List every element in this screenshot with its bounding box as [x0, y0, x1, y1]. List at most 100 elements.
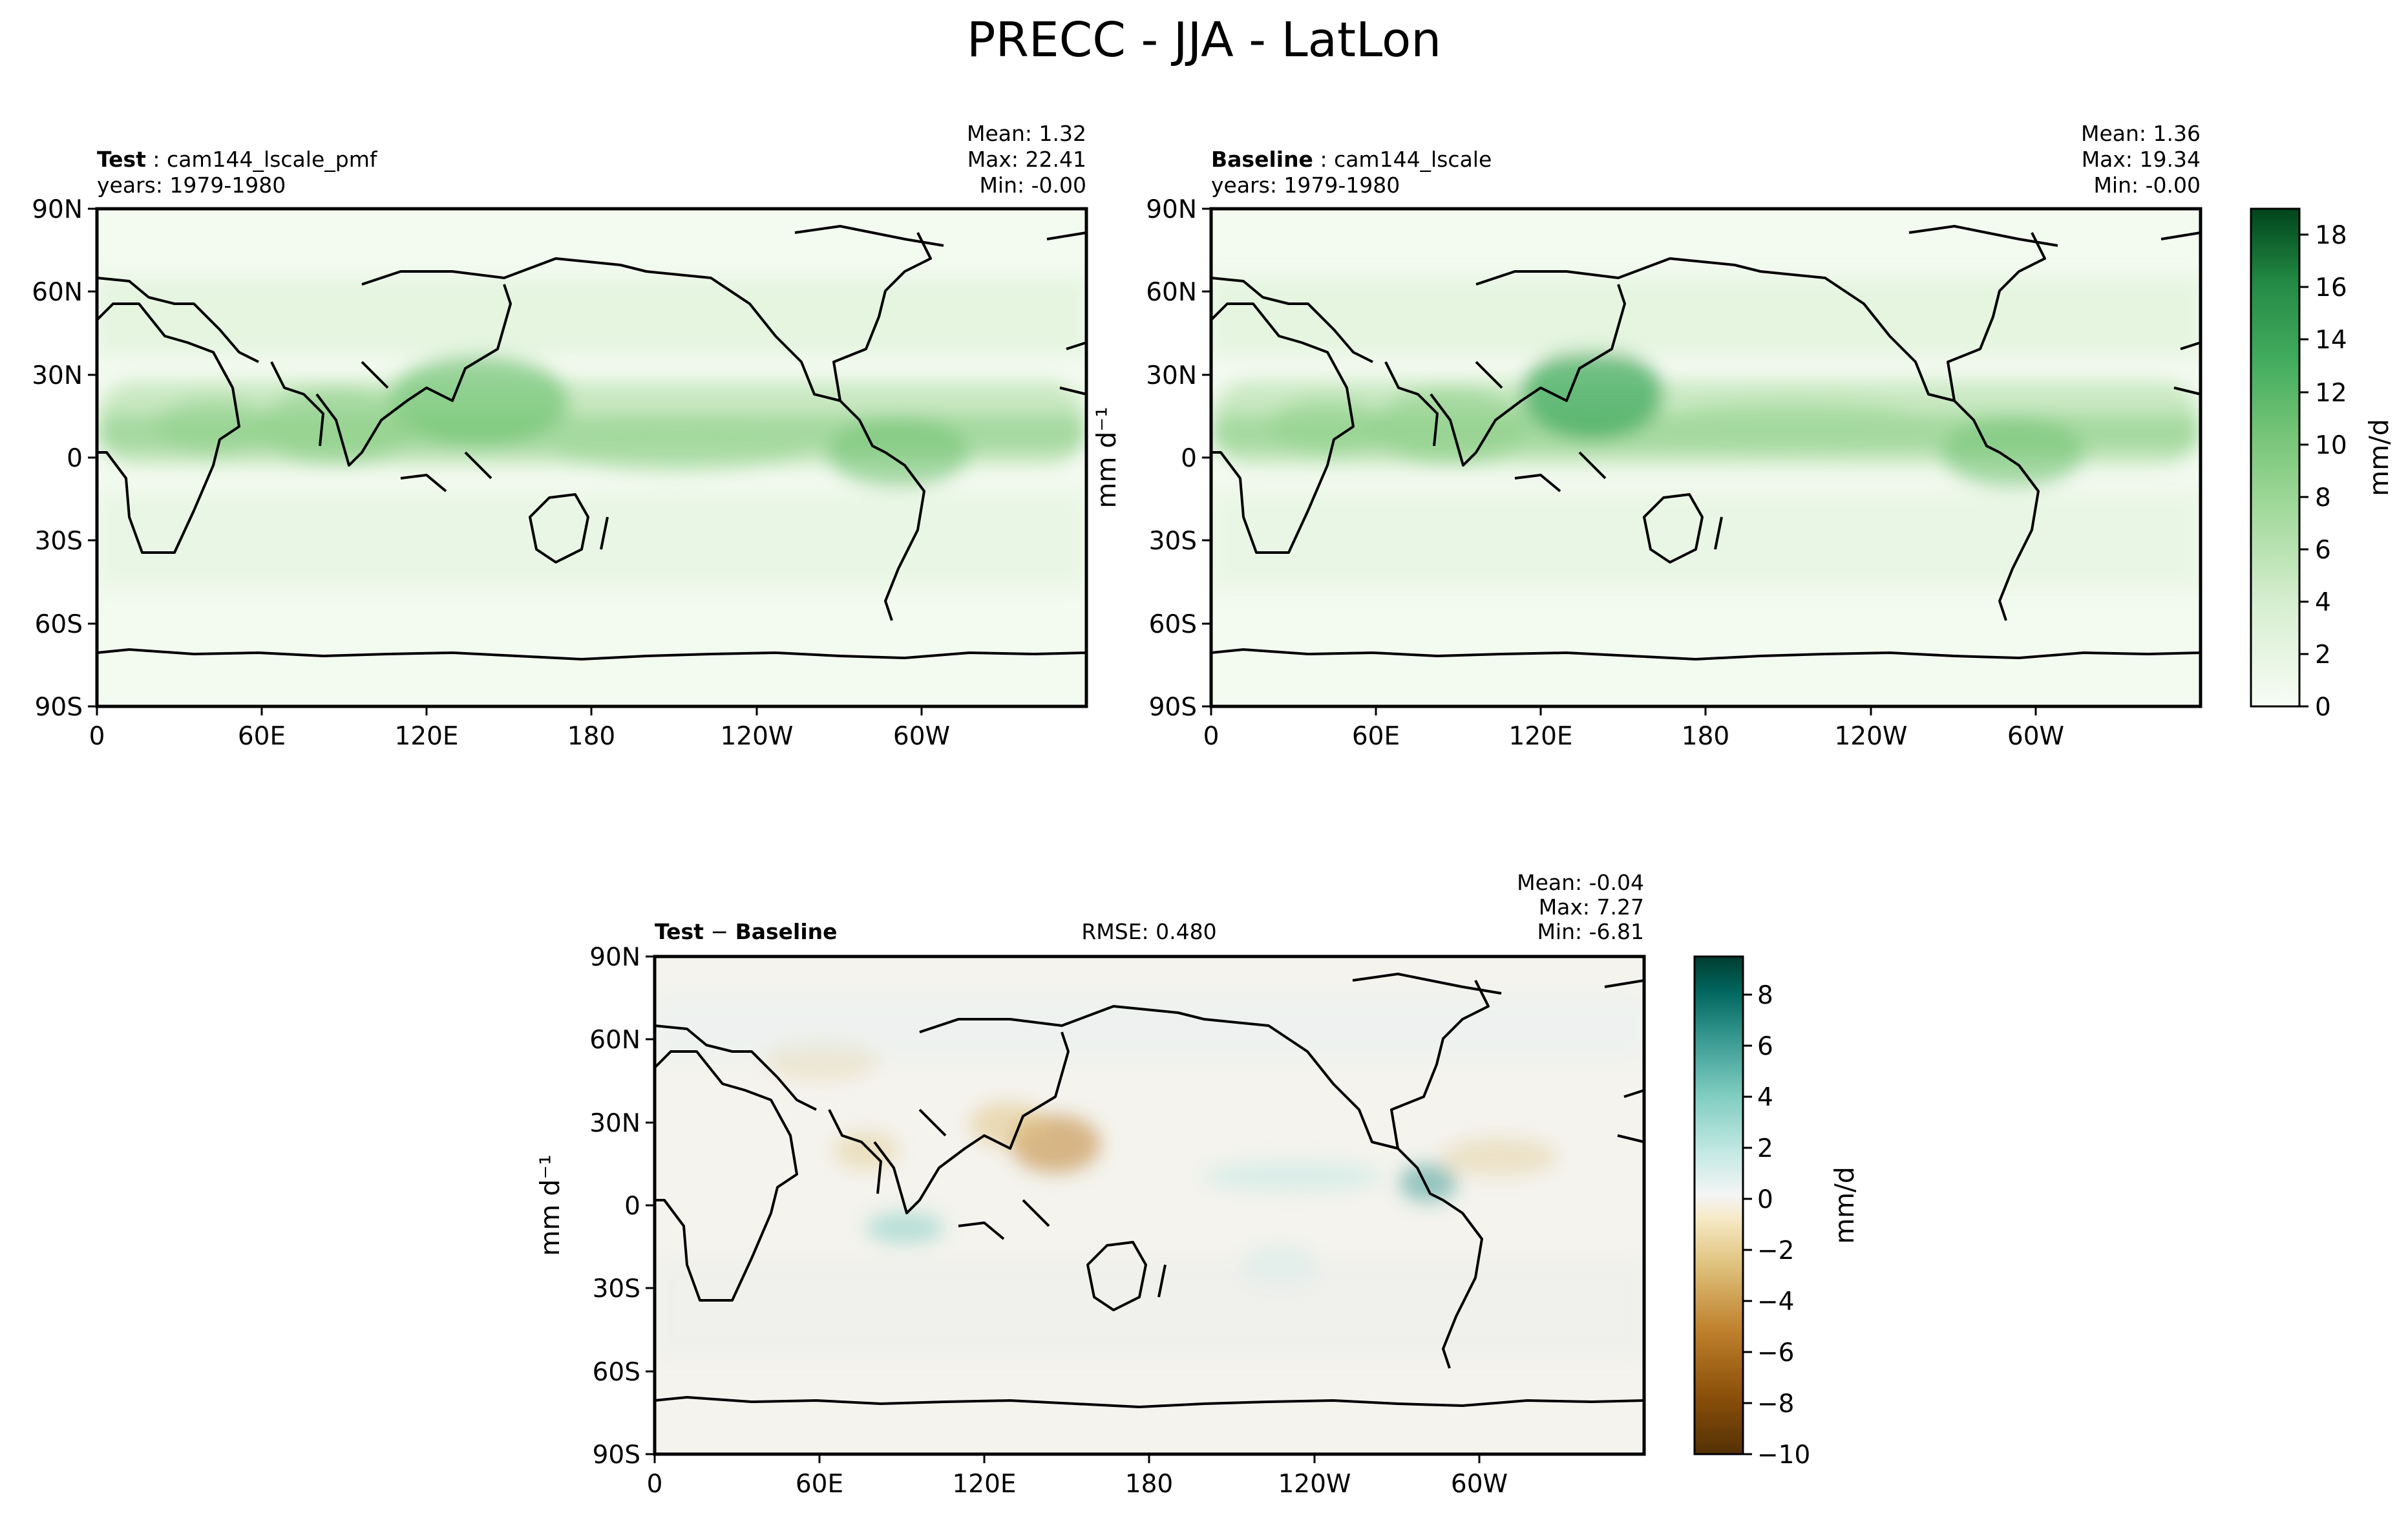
test-max: Max: 22.41 — [967, 147, 1086, 172]
diff-xtick-label: 120E — [952, 1470, 1016, 1499]
test-xtick-label: 60W — [893, 722, 950, 751]
test-xtick-label: 180 — [567, 722, 615, 751]
diff-mean: Mean: -0.04 — [1517, 870, 1644, 895]
baseline-yticks: 90N 60N 30N 0 30S 60S 90S — [1146, 195, 1211, 722]
baseline-xtick-label: 120E — [1508, 722, 1572, 751]
diff-ytick-label: 30S — [593, 1274, 640, 1304]
diff-colorbar-tick-label: −4 — [1757, 1287, 1795, 1316]
baseline-xtick-label: 60E — [1352, 722, 1400, 751]
baseline-title: Baseline : cam144_lscale — [1211, 147, 1492, 172]
diff-rmse: RMSE: 0.480 — [1081, 919, 1216, 944]
diff-colorbar-tick-label: −10 — [1757, 1441, 1810, 1470]
test-xticks: 0 60E 120E 180 120W 60W — [89, 706, 950, 751]
test-years: years: 1979-1980 — [97, 173, 286, 198]
test-ytick-label: 90S — [35, 693, 83, 722]
diff-colorbar-tick-label: −6 — [1757, 1338, 1795, 1368]
diff-colorbar-tick-label: 0 — [1757, 1185, 1773, 1214]
baseline-ytick-label: 0 — [1181, 444, 1197, 473]
baseline-ytick-label: 60N — [1146, 278, 1197, 307]
green-colorbar-tick-label: 10 — [2315, 431, 2347, 460]
diff-ytick-label: 90S — [593, 1441, 640, 1470]
diff-map-field — [655, 957, 1644, 1454]
baseline-coastlines — [1210, 225, 2201, 661]
diff-min: Min: -6.81 — [1537, 919, 1644, 944]
baseline-min: Min: -0.00 — [2093, 173, 2201, 198]
green-colorbar-tick-label: 2 — [2315, 640, 2331, 670]
test-title-bold: Test — [97, 147, 146, 172]
green-colorbar-tick-label: 16 — [2315, 273, 2347, 302]
diff-ytick-label: 60S — [593, 1358, 640, 1387]
diff-colorbar-label: mm/d — [1829, 1167, 1860, 1244]
diff-ytick-label: 30N — [589, 1109, 640, 1138]
green-colorbar-tick-label: 8 — [2315, 483, 2331, 513]
panel-difference: Test − Baseline RMSE: 0.480 Mean: -0.04 … — [534, 870, 1860, 1499]
panel-baseline: Baseline : cam144_lscale years: 1979-198… — [1091, 121, 2394, 751]
green-colorbar — [2250, 207, 2301, 708]
test-title-name: cam144_lscale_pmf — [167, 147, 378, 172]
green-colorbar-label: mm/d — [2363, 419, 2394, 496]
diff-xtick-label: 0 — [647, 1470, 663, 1499]
baseline-xtick-label: 0 — [1203, 722, 1220, 751]
green-colorbar-tick-label: 14 — [2315, 326, 2347, 355]
diff-colorbar-tick-label: −8 — [1757, 1390, 1795, 1419]
baseline-ytick-label: 90S — [1149, 693, 1197, 722]
panel-test: Test : cam144_lscale_pmf years: 1979-198… — [32, 121, 1088, 751]
baseline-ytick-label: 30N — [1146, 361, 1197, 390]
diff-title-sep: − — [704, 919, 735, 944]
test-ytick-label: 60S — [35, 610, 83, 639]
test-coastlines — [96, 225, 1087, 661]
baseline-mean: Mean: 1.36 — [2081, 121, 2201, 146]
baseline-title-bold: Baseline — [1211, 147, 1313, 172]
diff-ylabel: mm d⁻¹ — [534, 1154, 565, 1256]
green-colorbar-tick-label: 0 — [2315, 693, 2331, 722]
diff-xticks: 0 60E 120E 180 120W 60W — [647, 1454, 1508, 1499]
diff-colorbar-tick-label: 2 — [1757, 1134, 1773, 1163]
diff-ytick-label: 60N — [589, 1026, 640, 1055]
diff-title-baseline: Baseline — [735, 919, 838, 944]
green-colorbar-tick-label: 6 — [2315, 536, 2331, 565]
baseline-max: Max: 19.34 — [2082, 147, 2201, 172]
test-xtick-label: 60E — [238, 722, 286, 751]
diff-ytick-label: 0 — [624, 1192, 640, 1221]
diff-colorbar-tick-label: 6 — [1757, 1032, 1773, 1061]
diff-yticks: 90N 60N 30N 0 30S 60S 90S — [589, 943, 655, 1470]
test-xtick-label: 120E — [394, 722, 458, 751]
test-ytick-label: 30N — [32, 361, 83, 390]
diff-colorbar-tick-label: −2 — [1757, 1236, 1795, 1265]
green-colorbar-tick-label: 4 — [2315, 588, 2331, 617]
baseline-map-field — [1211, 209, 2201, 706]
test-ytick-label: 90N — [32, 195, 83, 224]
diff-colorbar-tick-label: 8 — [1757, 981, 1773, 1010]
figure-title: PRECC - JJA - LatLon — [966, 12, 1442, 68]
green-colorbar-tick-label: 18 — [2315, 221, 2347, 250]
baseline-years: years: 1979-1980 — [1211, 173, 1400, 198]
diff-ytick-label: 90N — [589, 943, 640, 972]
diff-title: Test − Baseline — [655, 919, 838, 944]
test-yticks: 90N 60N 30N 0 30S 60S 90S — [32, 195, 97, 722]
test-title: Test : cam144_lscale_pmf — [97, 147, 378, 172]
baseline-ytick-label: 90N — [1146, 195, 1197, 224]
baseline-ylabel: mm d⁻¹ — [1091, 407, 1122, 508]
diff-xtick-label: 120W — [1278, 1470, 1351, 1499]
diff-max: Max: 7.27 — [1539, 894, 1644, 920]
diff-xtick-label: 60E — [796, 1470, 843, 1499]
test-map-field — [97, 209, 1086, 706]
baseline-ytick-label: 30S — [1149, 527, 1197, 556]
test-ytick-label: 30S — [35, 527, 83, 556]
test-ytick-label: 0 — [67, 444, 83, 473]
diff-colorbar-tick-label: 4 — [1757, 1083, 1773, 1112]
baseline-ytick-label: 60S — [1149, 610, 1197, 639]
test-ytick-label: 60N — [32, 278, 83, 307]
baseline-xtick-label: 180 — [1682, 722, 1729, 751]
diff-colorbar — [1693, 955, 1744, 1455]
test-mean: Mean: 1.32 — [967, 121, 1086, 146]
test-xtick-label: 120W — [720, 722, 793, 751]
diff-coastlines — [653, 973, 1645, 1408]
test-xtick-label: 0 — [89, 722, 105, 751]
baseline-title-name: cam144_lscale — [1334, 147, 1492, 172]
baseline-xticks: 0 60E 120E 180 120W 60W — [1203, 706, 2064, 751]
diff-colorbar-ticks: −10 −8 −6 −4 −2 0 2 4 6 8 — [1743, 981, 1810, 1470]
baseline-xtick-label: 60W — [2007, 722, 2064, 751]
baseline-xtick-label: 120W — [1834, 722, 1907, 751]
